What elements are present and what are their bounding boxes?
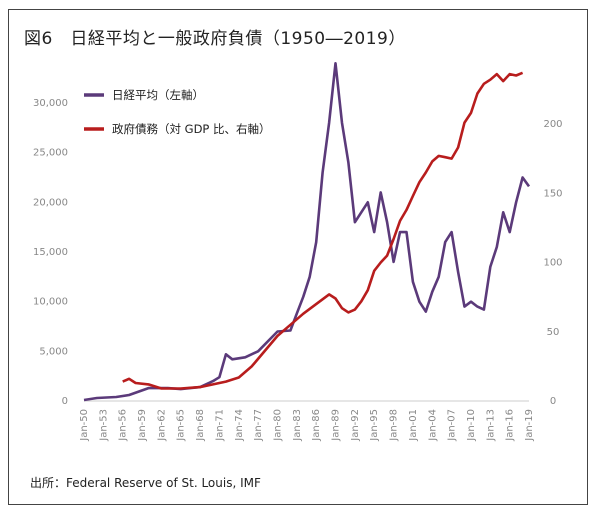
series-line-right [122,71,524,390]
x-tick-label: Jan-13 [485,409,496,442]
y-right-tick-label: 100 [543,258,562,269]
y-left-tick-label: 5,000 [39,346,68,357]
x-tick-label: Jan-04 [427,409,438,442]
x-tick-label: Jan-01 [408,409,419,442]
x-tick-label: Jan-71 [214,409,225,442]
x-tick-label: Jan-80 [272,409,283,442]
x-tick-label: Jan-86 [311,409,322,442]
x-tick-label: Jan-89 [331,409,342,442]
y-right-tick-label: 50 [547,327,560,338]
x-tick-label: Jan-19 [524,409,535,442]
x-tick-label: Jan-77 [253,409,264,442]
y-left-tick-label: 25,000 [33,148,68,159]
x-tick-label: Jan-56 [118,409,129,442]
series-line-left [83,61,531,402]
y-right-tick-label: 150 [543,188,562,199]
y-right-tick-label: 200 [543,119,562,130]
legend-label: 政府債務（対 GDP 比、右軸） [112,122,271,136]
x-tick-label: Jan-59 [137,409,148,442]
source-note: 出所：Federal Reserve of St. Louis, IMF [30,476,261,490]
x-tick-label: Jan-16 [505,409,516,442]
y-left-tick-label: 0 [62,396,68,407]
legend-label: 日経平均（左軸） [112,88,204,102]
y-left-tick-label: 10,000 [33,297,68,308]
x-tick-label: Jan-53 [98,409,109,442]
x-tick-label: Jan-65 [176,409,187,442]
chart-title: 図6 日経平均と一般政府負債（1950―2019） [24,29,406,49]
x-tick-label: Jan-83 [292,409,303,442]
y-left-tick-label: 20,000 [33,197,68,208]
x-tick-label: Jan-50 [79,409,90,442]
x-tick-label: Jan-92 [350,409,361,442]
x-tick-label: Jan-07 [447,409,458,442]
x-tick-label: Jan-98 [389,409,400,442]
y-left-tick-label: 15,000 [33,247,68,258]
x-tick-label: Jan-68 [195,409,206,442]
figure-border [8,9,588,505]
x-tick-label: Jan-10 [466,409,477,442]
y-right-tick-label: 0 [550,396,556,407]
x-tick-label: Jan-95 [369,409,380,442]
x-tick-label: Jan-62 [156,409,167,442]
x-tick-label: Jan-74 [234,409,245,442]
y-left-tick-label: 30,000 [33,98,68,109]
